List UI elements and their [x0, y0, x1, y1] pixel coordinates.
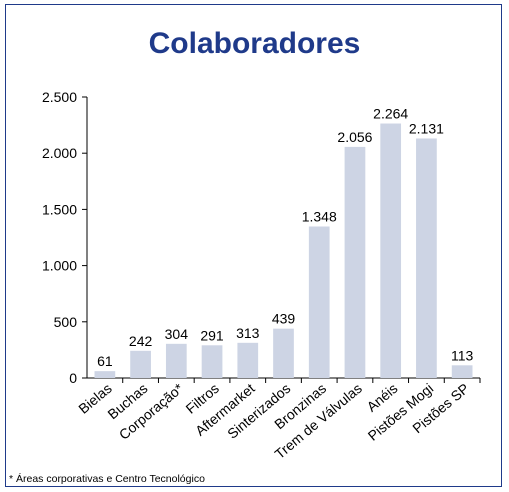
bar-value-label: 313	[236, 325, 260, 341]
y-tick-label: 2.500	[42, 89, 77, 105]
bar	[94, 371, 116, 378]
y-tick-label: 1.000	[42, 258, 77, 274]
y-tick-label: 2.000	[42, 145, 77, 161]
bar-value-label: 2.264	[373, 106, 408, 122]
bar-value-label: 1.348	[302, 208, 337, 224]
y-tick-label: 500	[54, 314, 78, 330]
bar-value-label: 113	[451, 347, 474, 363]
bar	[273, 328, 294, 378]
bar-value-label: 61	[97, 353, 113, 369]
bar	[165, 343, 187, 378]
bar-value-label: 242	[129, 333, 153, 349]
bar-value-label: 304	[165, 326, 189, 342]
bar-value-label: 2.056	[337, 129, 372, 145]
y-tick-label: 1.500	[42, 201, 77, 217]
bar	[130, 350, 151, 378]
bar	[308, 226, 330, 378]
y-tick-label: 0	[69, 370, 77, 386]
bar-value-label: 439	[272, 311, 296, 327]
bar	[416, 138, 437, 378]
chart-title: Colaboradores	[148, 27, 361, 60]
bar	[451, 365, 473, 378]
bar	[237, 342, 259, 378]
bar	[201, 345, 223, 378]
bar-value-label: 291	[200, 327, 224, 343]
footnote: * Áreas corporativas e Centro Tecnológic…	[9, 473, 205, 485]
bar	[380, 123, 402, 378]
bar	[344, 146, 366, 378]
bar-value-label: 2.131	[409, 120, 444, 136]
